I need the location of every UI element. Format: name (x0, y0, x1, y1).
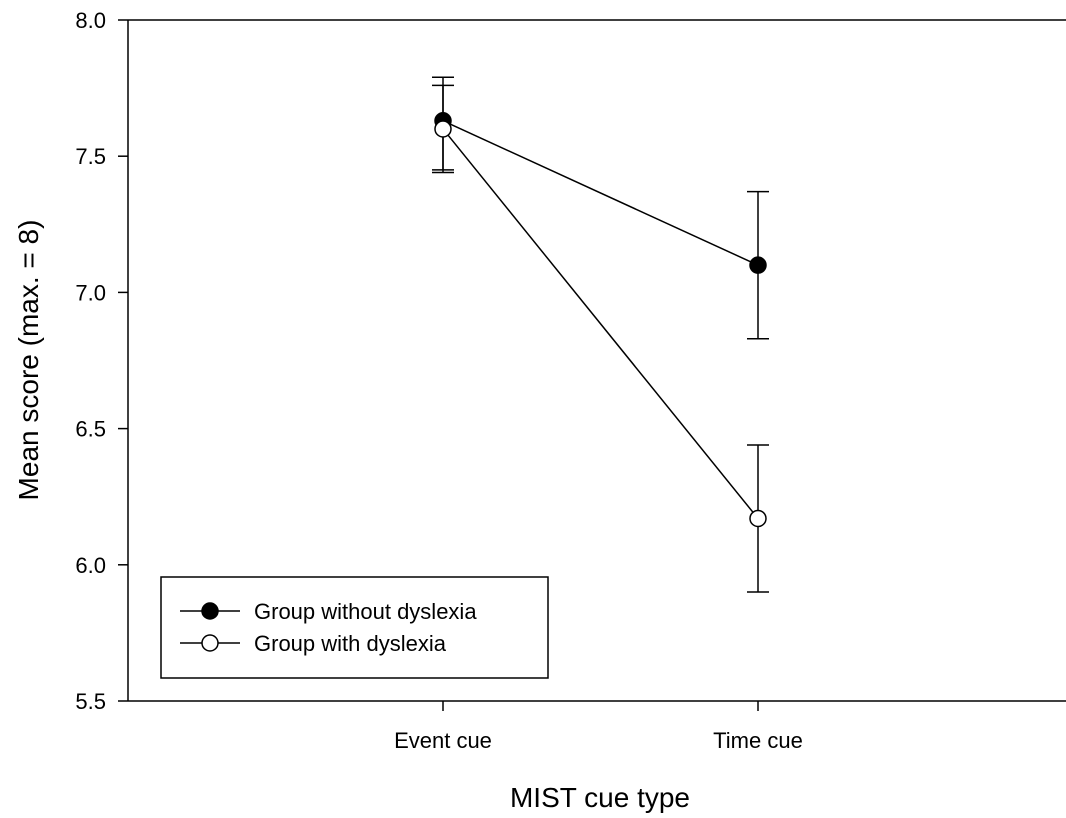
legend-label-without-dyslexia: Group without dyslexia (254, 599, 477, 624)
series-line (442, 120, 759, 266)
data-point-open (434, 120, 452, 138)
y-axis-ticks: 5.5 6.0 6.5 7.0 7.5 8.0 (75, 8, 128, 714)
legend: Group without dyslexia Group with dyslex… (160, 576, 549, 679)
x-axis-ticks: Event cue Time cue (394, 701, 803, 753)
y-tick-label: 7.0 (75, 280, 106, 305)
axes (127, 19, 1066, 702)
data-point-open (749, 509, 767, 528)
data-point-filled (749, 256, 767, 274)
series-line (442, 128, 759, 519)
legend-marker-open-icon (201, 634, 219, 652)
y-tick-label: 6.0 (75, 553, 106, 578)
x-tick-label: Time cue (713, 728, 803, 753)
y-tick-label: 5.5 (75, 689, 106, 714)
x-axis-label: MIST cue type (510, 782, 690, 813)
legend-label-with-dyslexia: Group with dyslexia (254, 631, 447, 656)
legend-box (160, 576, 549, 679)
y-axis-label: Mean score (max. = 8) (13, 220, 44, 501)
y-tick-label: 7.5 (75, 144, 106, 169)
x-tick-label: Event cue (394, 728, 492, 753)
legend-marker-filled-icon (201, 602, 219, 620)
series-without-dyslexia (432, 76, 769, 340)
y-tick-label: 8.0 (75, 8, 106, 33)
series-layer (432, 76, 769, 593)
series-with-dyslexia (432, 84, 769, 593)
y-tick-label: 6.5 (75, 417, 106, 442)
